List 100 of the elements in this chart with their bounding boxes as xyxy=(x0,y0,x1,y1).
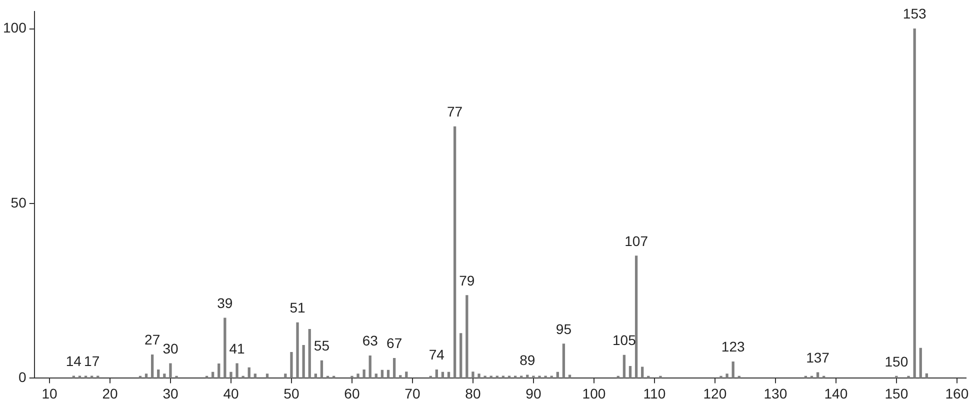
x-tick-label: 100 xyxy=(582,385,606,402)
bar xyxy=(374,374,378,378)
bar xyxy=(544,376,547,378)
bar xyxy=(720,376,722,378)
annotation: 150 xyxy=(884,353,908,370)
bar xyxy=(556,372,559,378)
x-tick-label: 40 xyxy=(223,385,239,402)
bar xyxy=(350,376,354,378)
y-tick-label: 100 xyxy=(3,20,27,36)
bar xyxy=(392,358,396,378)
bar xyxy=(895,376,898,378)
bar xyxy=(732,361,734,378)
annotation: 55 xyxy=(314,338,330,354)
bar xyxy=(484,376,486,378)
annotation: 77 xyxy=(447,104,463,120)
bar xyxy=(641,366,644,378)
bar xyxy=(726,374,728,378)
bar xyxy=(169,363,172,378)
bar xyxy=(211,372,214,378)
bar xyxy=(356,374,360,378)
bar xyxy=(302,345,305,378)
annotation: 79 xyxy=(459,272,475,288)
y-tick-label: 0 xyxy=(18,369,27,386)
annotation: 51 xyxy=(290,300,306,316)
bar xyxy=(478,374,480,378)
annotation: 41 xyxy=(229,340,246,356)
bar xyxy=(447,372,450,378)
x-tick-label: 90 xyxy=(526,385,542,402)
bar xyxy=(150,354,154,378)
bar xyxy=(284,374,287,378)
bar xyxy=(634,256,638,378)
bar xyxy=(144,374,148,378)
y-tick-label: 50 xyxy=(10,194,27,210)
bar xyxy=(453,126,456,378)
annotation: 89 xyxy=(520,352,536,368)
x-tick-label: 50 xyxy=(284,385,300,402)
x-tick-label: 20 xyxy=(102,385,118,402)
bar xyxy=(441,372,444,378)
bar xyxy=(320,360,324,378)
bar xyxy=(925,373,928,378)
x-tick-label: 60 xyxy=(344,385,360,402)
bar xyxy=(368,356,372,378)
annotation: 39 xyxy=(217,294,233,311)
bar xyxy=(562,344,566,378)
x-tick-label: 110 xyxy=(643,385,666,402)
annotation: 30 xyxy=(162,340,178,356)
bar xyxy=(266,374,269,378)
annotation: 95 xyxy=(556,320,572,337)
x-tick-label: 160 xyxy=(945,385,969,402)
bar xyxy=(816,372,820,378)
bar xyxy=(538,376,541,378)
bar xyxy=(907,376,910,378)
annotation: 74 xyxy=(428,346,445,363)
bar xyxy=(399,375,402,378)
x-tick-label: 80 xyxy=(465,385,481,402)
annotation: 14 xyxy=(66,352,82,369)
bar xyxy=(532,376,535,378)
bar xyxy=(290,352,293,378)
x-tick-label: 10 xyxy=(42,385,58,402)
bar xyxy=(230,372,232,378)
bar xyxy=(242,376,244,378)
bar xyxy=(296,322,299,378)
bar xyxy=(236,363,238,378)
bar xyxy=(308,328,311,378)
x-tick-label: 70 xyxy=(404,385,420,402)
bar xyxy=(466,295,468,378)
bar xyxy=(659,376,662,378)
x-tick-label: 120 xyxy=(703,385,727,402)
x-tick-label: 150 xyxy=(884,385,908,402)
bar xyxy=(628,366,632,378)
bar xyxy=(157,369,160,378)
annotation: 137 xyxy=(806,349,830,366)
bar xyxy=(175,376,178,378)
bar xyxy=(254,374,256,378)
bar xyxy=(919,348,922,378)
bar xyxy=(472,372,474,378)
bar xyxy=(386,370,390,378)
bar xyxy=(405,372,408,378)
annotation: 63 xyxy=(362,332,378,349)
annotation: 27 xyxy=(144,332,160,348)
bar xyxy=(460,333,462,378)
bar xyxy=(362,369,366,378)
bar xyxy=(224,318,226,378)
annotation: 107 xyxy=(624,232,648,249)
bar xyxy=(568,374,572,378)
x-tick-label: 30 xyxy=(162,385,178,402)
x-tick-label: 140 xyxy=(824,385,848,402)
bar xyxy=(163,374,166,378)
annotation: 17 xyxy=(84,352,100,369)
x-tick-label: 130 xyxy=(764,385,788,402)
annotation: 153 xyxy=(902,6,926,22)
bar xyxy=(526,374,529,378)
annotation: 123 xyxy=(721,338,745,355)
bar xyxy=(622,354,626,378)
bar xyxy=(314,374,317,378)
bar xyxy=(380,370,384,378)
bar xyxy=(435,369,438,378)
bar xyxy=(248,367,250,378)
annotation: 67 xyxy=(386,335,402,352)
bar xyxy=(913,28,916,378)
